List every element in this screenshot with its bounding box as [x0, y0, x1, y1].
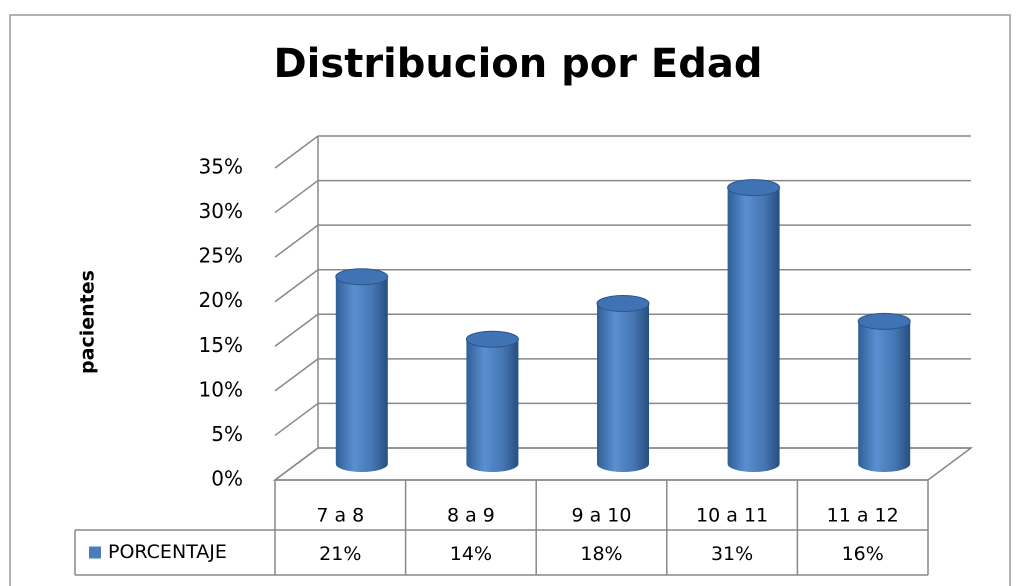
- side-grid-line: [274, 447, 319, 481]
- bar-bottom: [466, 456, 519, 472]
- legend-swatch: [89, 546, 101, 559]
- bar-top: [596, 295, 650, 313]
- y-tick-label: 10%: [199, 377, 243, 401]
- bar: [465, 330, 519, 472]
- value-label: 16%: [842, 543, 884, 565]
- x-tick-label: 9 a 10: [572, 505, 632, 527]
- bar-bottom: [597, 456, 649, 472]
- bar-body: [597, 303, 649, 464]
- bar: [596, 295, 650, 472]
- value-label: 21%: [319, 543, 361, 565]
- side-grid-line: [274, 179, 319, 214]
- x-tick-label: 11 a 12: [827, 505, 899, 527]
- y-tick-label: 25%: [199, 244, 243, 268]
- bar: [727, 179, 781, 472]
- bar-bottom: [335, 456, 388, 472]
- bar-top: [727, 179, 781, 197]
- bar-top: [465, 330, 519, 348]
- legend-label: PORCENTAJE: [108, 541, 227, 563]
- bar-top: [857, 312, 911, 330]
- y-tick-label: 15%: [199, 333, 243, 357]
- y-tick-label: 0%: [211, 467, 243, 491]
- x-tick-label: 7 a 8: [316, 505, 364, 527]
- bar-body: [727, 187, 780, 464]
- side-grid-line: [274, 135, 319, 169]
- side-grid-line: [274, 358, 319, 392]
- side-grid-line: [274, 313, 319, 347]
- y-tick-label: 5%: [211, 422, 243, 446]
- bar: [857, 312, 911, 472]
- x-tick-label: 8 a 9: [447, 505, 495, 527]
- bar-top: [335, 268, 389, 286]
- x-tick-label: 10 a 11: [696, 505, 768, 527]
- bar-body: [466, 339, 519, 464]
- value-label: 18%: [580, 543, 622, 565]
- y-tick-label: 20%: [199, 288, 243, 312]
- chart-frame: [9, 14, 1011, 586]
- side-grid-line: [274, 269, 319, 303]
- bar-bottom: [858, 456, 911, 472]
- y-tick-label: 35%: [199, 155, 243, 179]
- y-tick-label: 30%: [199, 199, 243, 223]
- chart-title: Distribucion por Edad: [273, 41, 762, 87]
- side-grid-line: [274, 224, 319, 258]
- bar-body: [858, 321, 911, 464]
- side-grid-line: [274, 402, 319, 437]
- value-label: 31%: [711, 543, 753, 565]
- bar-bottom: [727, 456, 780, 472]
- y-axis-label: pacientes: [77, 270, 99, 374]
- bar-body: [335, 276, 388, 464]
- value-label: 14%: [450, 543, 492, 565]
- bar: [335, 268, 389, 472]
